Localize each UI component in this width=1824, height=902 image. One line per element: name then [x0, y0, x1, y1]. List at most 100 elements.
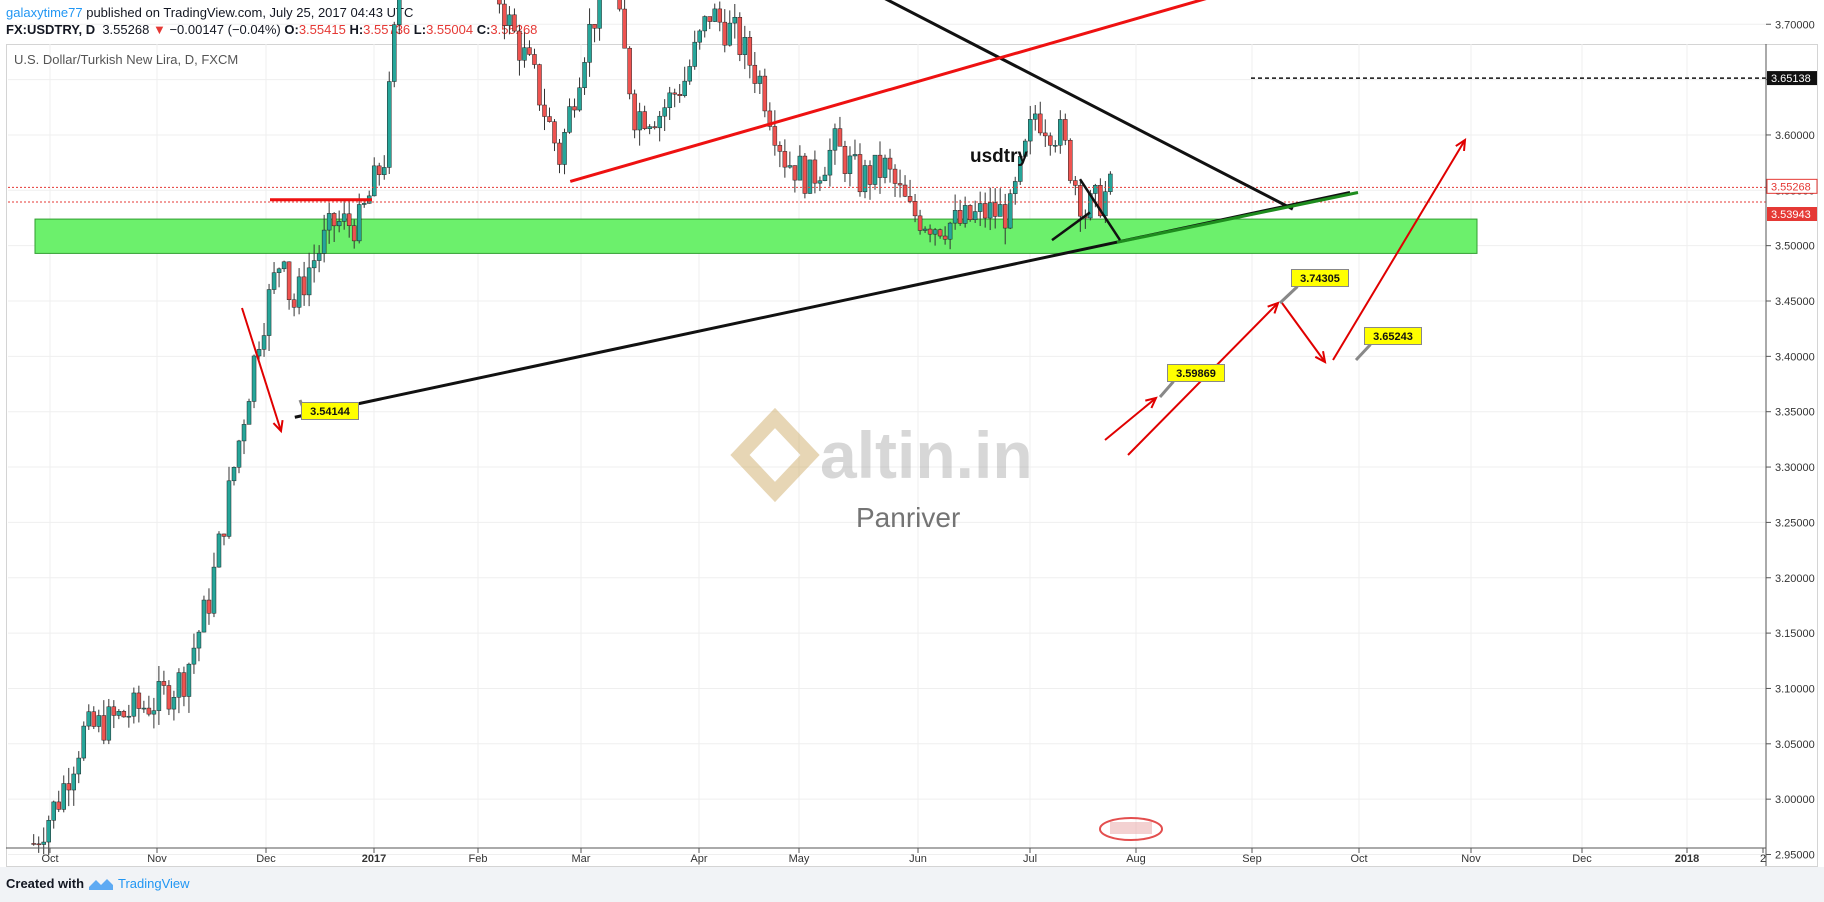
- candle-body: [677, 93, 682, 96]
- candle-body: [687, 66, 692, 82]
- candle-body: [271, 272, 277, 290]
- candle-body: [782, 151, 788, 168]
- candle-body: [632, 93, 637, 131]
- last-price: 3.55268: [102, 22, 150, 37]
- candle-body: [1058, 119, 1063, 146]
- published-text: published on TradingView.com, July 25, 2…: [82, 5, 414, 20]
- candle-body: [51, 801, 56, 821]
- open-value: 3.55415: [298, 22, 346, 37]
- candle-body: [802, 155, 808, 194]
- x-tick-label: Nov: [147, 853, 167, 865]
- candle-body: [527, 47, 532, 55]
- candle-body: [116, 711, 122, 716]
- candle-body: [557, 142, 562, 165]
- candle-body: [907, 196, 913, 202]
- candle-body: [582, 62, 587, 89]
- candle-body: [216, 533, 222, 568]
- candle-body: [637, 111, 642, 131]
- candle-body: [266, 289, 272, 336]
- y-tick-label: 3.00000: [1775, 794, 1815, 806]
- candle-body: [982, 203, 988, 219]
- candle-body: [56, 801, 61, 810]
- candle-body: [652, 126, 657, 129]
- callout-label: 3.65243: [1373, 331, 1413, 343]
- candle-body: [1068, 139, 1073, 181]
- candle-body: [336, 221, 342, 227]
- callouts: 3.54144 3.59869 3.74305 3.65243: [298, 269, 1422, 421]
- x-tick-label: Oct: [1350, 853, 1367, 865]
- candle-body: [1048, 135, 1053, 146]
- candle-body: [897, 183, 903, 186]
- candle-body: [291, 299, 297, 308]
- x-tick-label: Oct: [41, 853, 58, 865]
- candle-body: [987, 202, 993, 219]
- candle-body: [822, 174, 828, 181]
- candle-body: [542, 104, 547, 117]
- candle-body: [787, 165, 793, 168]
- author-link[interactable]: galaxytime77: [6, 5, 83, 20]
- x-tick-label: Mar: [572, 853, 591, 865]
- candle-body: [857, 154, 863, 193]
- y-tick-label: 3.45000: [1775, 296, 1815, 308]
- watermark-brand: altin.in: [820, 418, 1033, 492]
- chart-frame[interactable]: [6, 44, 1818, 867]
- candle-body: [562, 132, 567, 165]
- candle-body: [777, 145, 783, 152]
- x-tick-label: Sep: [1242, 853, 1262, 865]
- candle-body: [702, 16, 707, 32]
- candle-body: [76, 757, 82, 775]
- candle-body: [887, 157, 893, 170]
- candle-body: [752, 64, 758, 84]
- footer: Created with TradingView: [0, 867, 1824, 902]
- candle-body: [502, 3, 507, 26]
- candle-body: [296, 276, 302, 308]
- tradingview-link[interactable]: TradingView: [118, 876, 190, 891]
- candle-body: [872, 154, 878, 185]
- candle-body: [201, 599, 207, 633]
- callout-pointer: [1278, 285, 1299, 305]
- candle-body: [221, 533, 227, 537]
- candle-body: [36, 843, 41, 846]
- candle-body: [111, 706, 117, 716]
- trendline-channel: [569, 0, 1207, 183]
- candle-body: [1098, 185, 1103, 217]
- candle-body: [86, 711, 92, 727]
- altin-logo-icon: [730, 407, 820, 503]
- candle-body: [667, 92, 672, 108]
- x-tick-label: 2: [1760, 853, 1766, 865]
- candle-body: [141, 707, 147, 710]
- callout-pointer: [1158, 380, 1175, 398]
- x-tick-label: 2017: [362, 853, 386, 865]
- candle-body: [647, 126, 652, 129]
- candle-body: [301, 276, 307, 296]
- candle-body: [1078, 185, 1083, 217]
- candle-body: [957, 210, 963, 224]
- price-change: −0.00147 (−0.04%): [169, 22, 281, 37]
- trendline-short: [1078, 178, 1122, 241]
- tradingview-logo-icon[interactable]: [88, 877, 114, 891]
- zones: [34, 218, 1478, 254]
- candle-body: [962, 205, 968, 224]
- candle-body: [326, 213, 332, 231]
- candle-body: [126, 715, 132, 718]
- y-tick-label: 3.35000: [1775, 407, 1815, 419]
- candle-body: [176, 672, 182, 698]
- candle-body: [166, 685, 172, 710]
- candle-body: [231, 467, 237, 482]
- candle-body: [977, 203, 983, 212]
- candle-body: [1043, 132, 1048, 137]
- candle-body: [717, 8, 723, 23]
- arrow-up-2-head: [1267, 301, 1280, 314]
- x-tick-label: Apr: [690, 853, 707, 865]
- x-tick-label: May: [789, 853, 810, 865]
- y-tick-label: 3.50000: [1775, 241, 1815, 253]
- callout-box: [1364, 327, 1422, 345]
- low-label: L:: [413, 22, 427, 37]
- candle-body: [186, 663, 192, 697]
- candle-body: [341, 213, 347, 222]
- candle-body: [246, 401, 252, 425]
- candle-body: [91, 711, 97, 727]
- candle-body: [316, 253, 322, 261]
- candle-body: [837, 128, 843, 147]
